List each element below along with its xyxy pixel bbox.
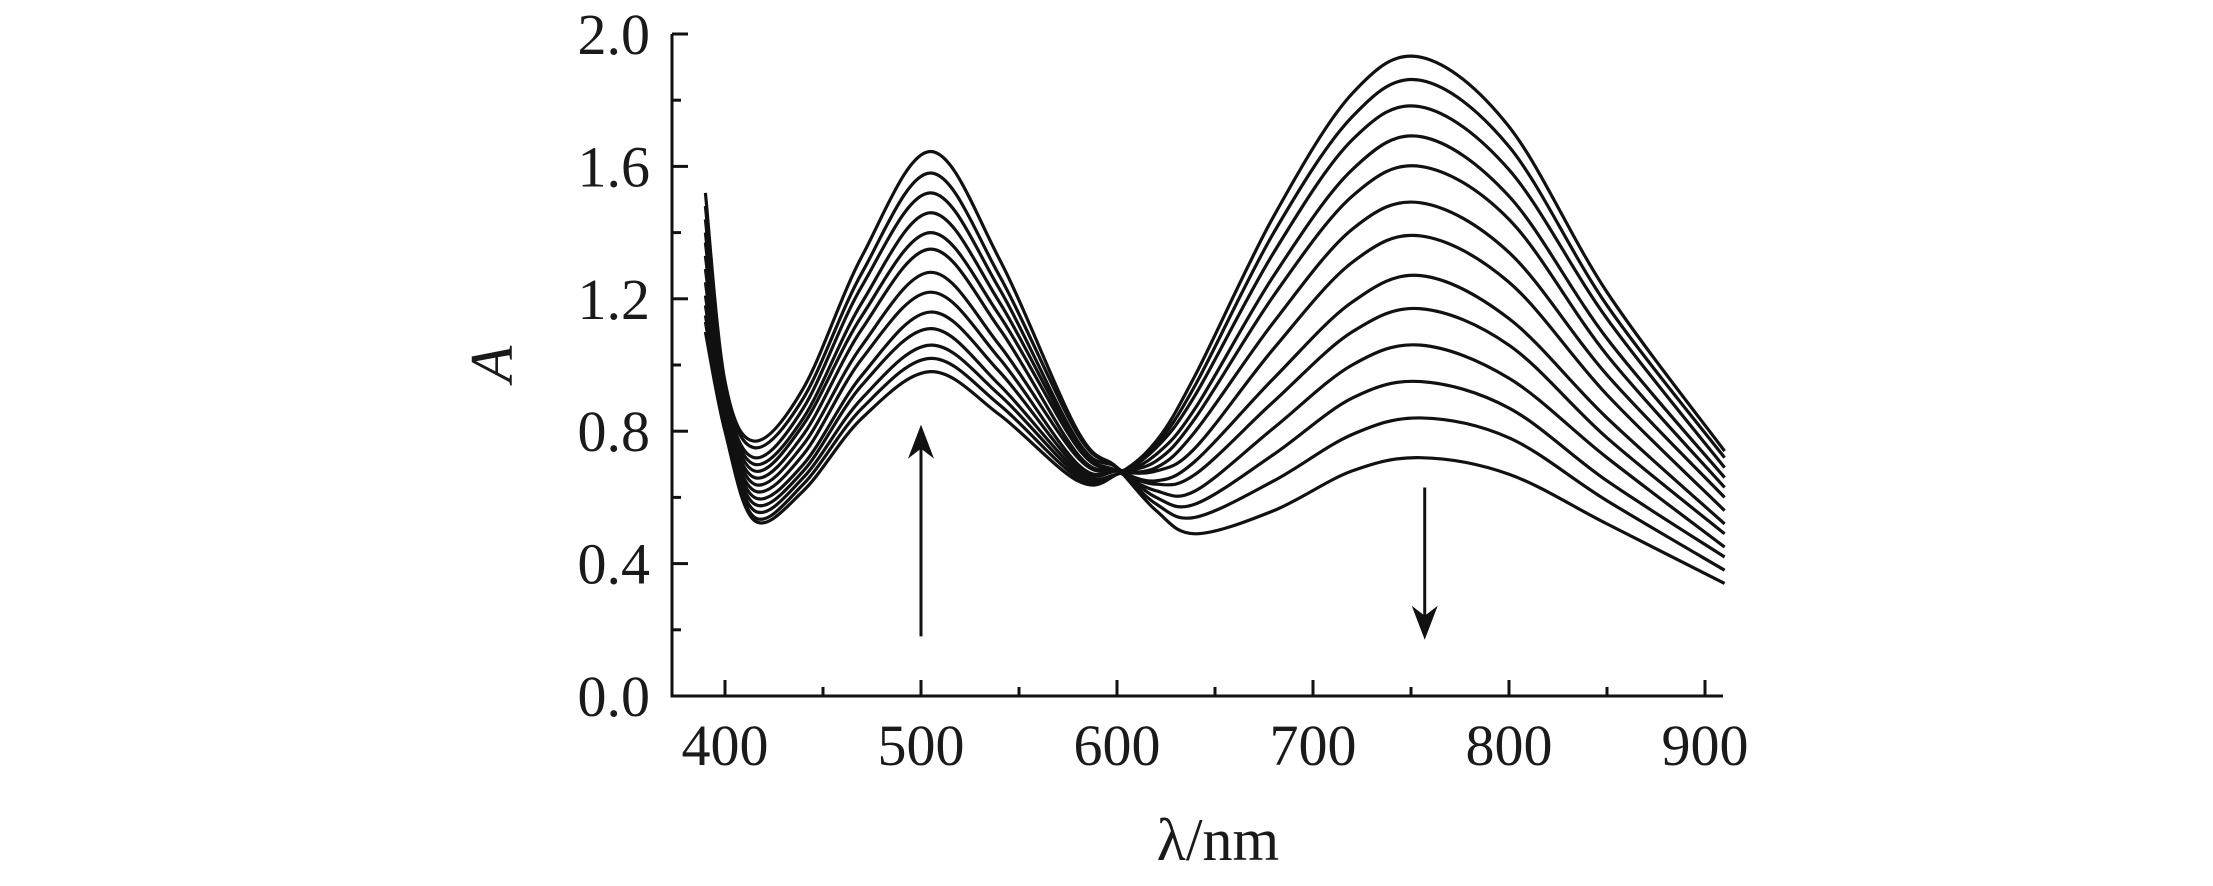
y-tick-label: 0.4: [578, 532, 651, 597]
spectra-curves: [703, 54, 1726, 585]
y-tick-label: 0.0: [578, 664, 651, 729]
arrow-down: [1411, 487, 1438, 640]
spectrum-curve-1: [703, 54, 1726, 525]
y-tick-label: 2.0: [578, 2, 651, 67]
axes: [670, 32, 1723, 698]
x-axis-title: λ/nm: [1157, 807, 1279, 873]
spectrum-curve-2: [703, 77, 1726, 521]
x-tick-label: 800: [1466, 713, 1553, 778]
spectrum-curve-3: [703, 104, 1726, 515]
arrow-head-icon: [1411, 605, 1438, 640]
spectrum-curve-13: [703, 149, 1726, 585]
arrow-head-icon: [908, 424, 934, 459]
x-tick-label: 900: [1662, 713, 1749, 778]
y-tick-label: 1.2: [578, 267, 651, 332]
spectrum-curve-10: [703, 211, 1726, 549]
x-tick-label: 600: [1074, 713, 1161, 778]
y-tick-labels: 0.0 0.4 0.8 1.2 1.6 2.0: [578, 2, 651, 729]
arrow-up: [908, 424, 934, 637]
trend-arrows: [908, 424, 1438, 640]
y-tick-label: 0.8: [578, 399, 651, 464]
x-tick-labels: 400 500 600 700 800 900: [682, 713, 1749, 778]
y-tick-label: 1.6: [578, 134, 651, 199]
x-tick-label: 500: [878, 713, 965, 778]
x-tick-label: 400: [682, 713, 769, 778]
x-tick-label: 700: [1270, 713, 1357, 778]
spectrum-curve-11: [703, 191, 1726, 559]
y-axis-title: A: [459, 345, 525, 386]
